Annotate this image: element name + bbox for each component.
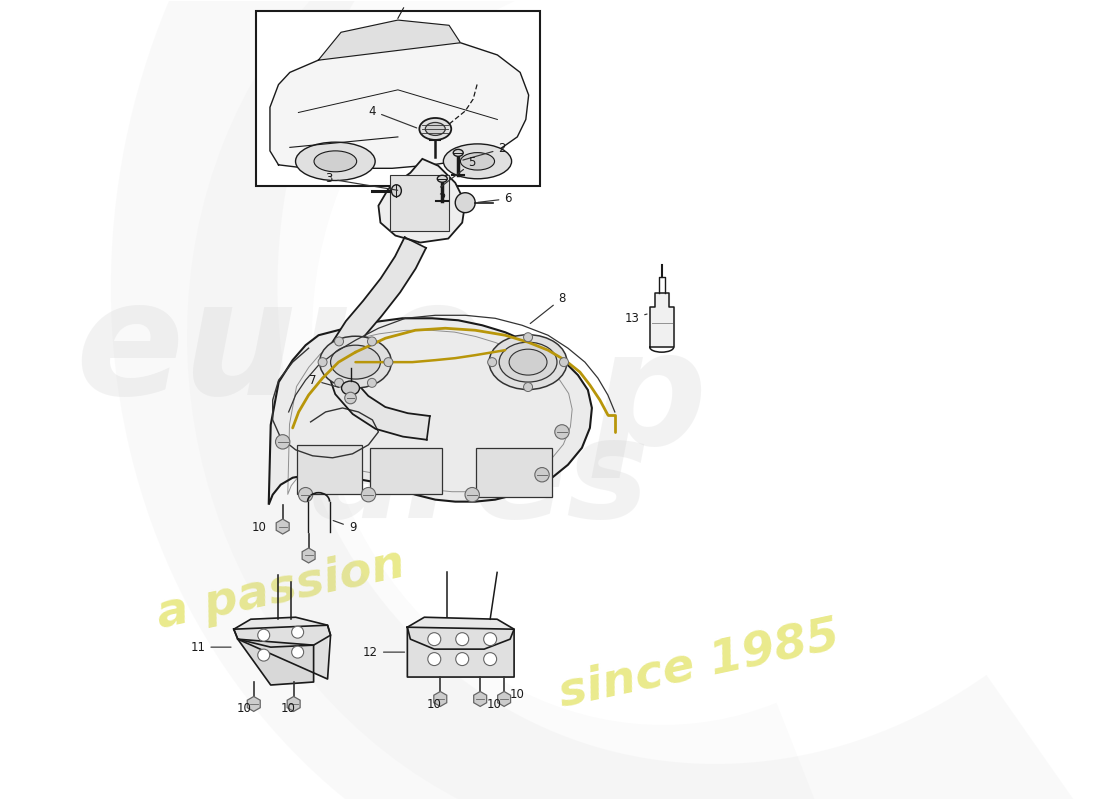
Polygon shape (433, 691, 447, 706)
Text: 10: 10 (486, 698, 502, 711)
Circle shape (257, 649, 270, 661)
Circle shape (361, 487, 375, 502)
Circle shape (487, 358, 496, 366)
Circle shape (344, 392, 356, 404)
Text: a passion: a passion (153, 541, 409, 638)
Polygon shape (268, 318, 592, 505)
FancyBboxPatch shape (297, 445, 363, 494)
Circle shape (275, 434, 290, 449)
Polygon shape (234, 626, 328, 679)
Ellipse shape (419, 118, 451, 140)
Text: ares: ares (310, 412, 650, 547)
Text: 2: 2 (439, 186, 446, 206)
Polygon shape (302, 548, 315, 563)
Circle shape (292, 626, 304, 638)
Circle shape (455, 193, 475, 213)
Circle shape (334, 337, 343, 346)
Polygon shape (287, 697, 300, 711)
Text: euro: euro (76, 273, 486, 428)
Text: 8: 8 (530, 292, 565, 323)
Circle shape (384, 358, 393, 366)
Text: 5: 5 (440, 156, 476, 187)
Circle shape (524, 333, 532, 342)
Polygon shape (407, 627, 514, 677)
FancyBboxPatch shape (371, 448, 442, 494)
Ellipse shape (490, 334, 566, 390)
Polygon shape (650, 294, 673, 347)
Ellipse shape (341, 381, 360, 395)
Ellipse shape (461, 153, 495, 170)
Circle shape (428, 633, 441, 646)
Ellipse shape (443, 144, 512, 178)
Ellipse shape (438, 175, 448, 182)
Polygon shape (248, 697, 261, 711)
Text: 6: 6 (477, 192, 512, 206)
Text: 4: 4 (368, 105, 417, 128)
Circle shape (257, 630, 270, 641)
Circle shape (367, 378, 376, 387)
Circle shape (484, 653, 496, 666)
Polygon shape (276, 519, 289, 534)
Text: since 1985: since 1985 (556, 612, 844, 716)
Polygon shape (238, 639, 314, 685)
Circle shape (455, 653, 469, 666)
Circle shape (560, 358, 569, 366)
Text: 10: 10 (427, 698, 442, 711)
Text: 12: 12 (363, 646, 405, 658)
Circle shape (484, 633, 496, 646)
Circle shape (298, 487, 312, 502)
Circle shape (535, 467, 549, 482)
Ellipse shape (509, 349, 547, 375)
Polygon shape (318, 20, 461, 60)
Circle shape (367, 337, 376, 346)
Polygon shape (327, 238, 430, 440)
Circle shape (334, 378, 343, 387)
Ellipse shape (499, 342, 557, 382)
Text: 10: 10 (236, 702, 251, 715)
Polygon shape (407, 618, 514, 649)
Ellipse shape (320, 336, 392, 388)
FancyBboxPatch shape (390, 174, 449, 230)
Text: 2: 2 (463, 142, 506, 160)
Ellipse shape (296, 142, 375, 181)
Text: 10: 10 (509, 689, 525, 702)
Polygon shape (378, 159, 465, 242)
Polygon shape (497, 691, 510, 706)
Circle shape (554, 425, 569, 439)
Circle shape (524, 382, 532, 391)
Circle shape (428, 653, 441, 666)
FancyBboxPatch shape (255, 11, 540, 186)
Text: 10: 10 (251, 521, 266, 534)
Text: 11: 11 (190, 641, 231, 654)
Ellipse shape (331, 345, 381, 379)
Ellipse shape (392, 185, 402, 197)
Circle shape (455, 633, 469, 646)
Polygon shape (474, 691, 486, 706)
Text: 13: 13 (625, 312, 647, 325)
Text: p: p (593, 322, 707, 478)
Circle shape (318, 358, 327, 366)
Ellipse shape (314, 151, 356, 172)
Polygon shape (270, 38, 529, 168)
Circle shape (465, 487, 480, 502)
Ellipse shape (426, 122, 446, 135)
Circle shape (292, 646, 304, 658)
Polygon shape (234, 618, 331, 647)
FancyBboxPatch shape (476, 448, 552, 497)
Text: 10: 10 (280, 702, 295, 715)
Text: 9: 9 (333, 521, 356, 534)
Ellipse shape (453, 150, 463, 156)
Text: 7: 7 (309, 374, 339, 387)
Text: 3: 3 (324, 172, 397, 190)
